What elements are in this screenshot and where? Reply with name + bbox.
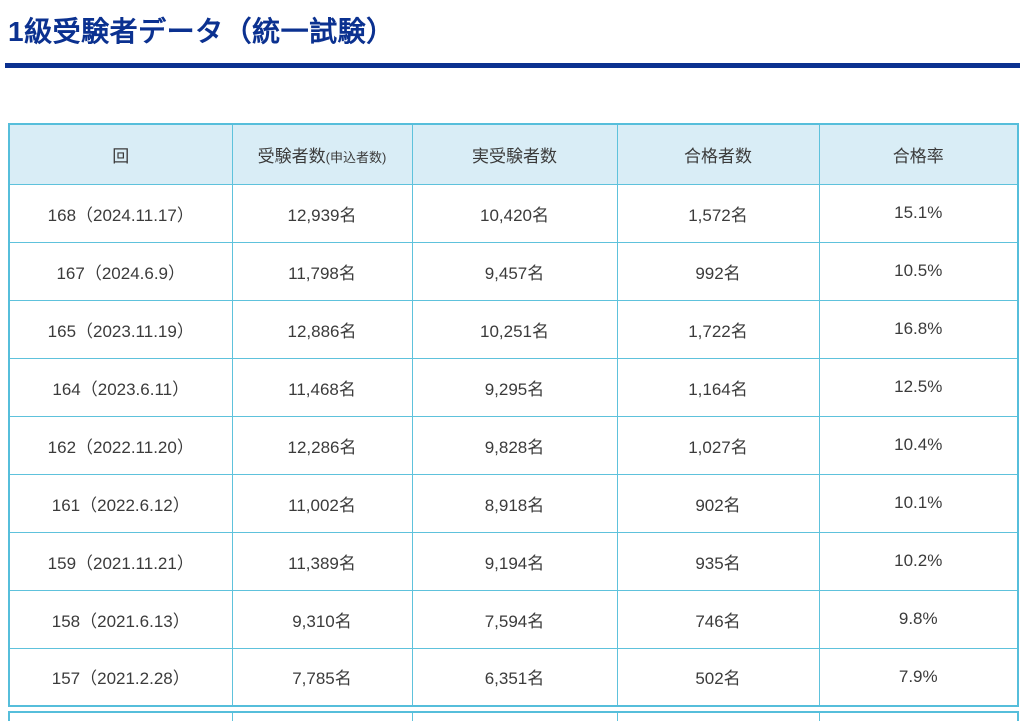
clipped-cell [818,711,1019,721]
table-cell: 16.8% [818,299,1019,359]
column-header: 合格率 [818,123,1019,185]
column-header-label: 受験者数 [257,146,326,166]
table-cell: 9.8% [818,589,1019,649]
table-cell: 12.5% [818,357,1019,417]
table-cell: 902名 [616,473,820,533]
table-cell: 158（2021.6.13） [8,589,233,649]
table-cell: 9,457名 [411,241,618,301]
column-header-sublabel: (申込者数) [325,149,387,165]
clipped-cell [8,711,233,721]
table-cell: 11,798名 [231,241,413,301]
column-header: 受験者数(申込者数) [231,123,413,185]
table-row: 168（2024.11.17） 12,939名 10,420名 1,572名 15.1% [8,183,1019,243]
table-cell: 15.1% [818,183,1019,243]
table-cell: 11,468名 [231,357,413,417]
column-header: 合格者数 [616,123,820,185]
page-title: 1級受験者データ（統一試験） [8,16,395,47]
table-row: 158（2021.6.13） 9,310名 7,594名 746名 9.8% [8,589,1019,649]
table-cell: 12,886名 [231,299,413,359]
column-header-label: 合格者数 [684,146,752,166]
table-cell: 168（2024.11.17） [8,183,233,243]
table-cell: 1,164名 [616,357,820,417]
table-cell: 1,027名 [616,415,820,475]
table-cell: 992名 [616,241,820,301]
table-row: 165（2023.11.19） 12,886名 10,251名 1,722名 16.8% [8,299,1019,359]
clipped-cell [231,711,413,721]
table-cell: 935名 [616,531,820,591]
table-cell: 502名 [616,647,820,707]
table-cell: 7.9% [818,647,1019,707]
clipped-cell [411,711,618,721]
title-underline [5,63,1020,68]
table-row: 157（2021.2.28） 7,785名 6,351名 502名 7.9% [8,647,1019,707]
table-cell: 161（2022.6.12） [8,473,233,533]
table-header: 回 受験者数(申込者数) 実受験者数 合格者数 合格率 [8,123,1019,185]
table-cell: 10,251名 [411,299,618,359]
clipped-cell [616,711,820,721]
table-row: 164（2023.6.11） 11,468名 9,295名 1,164名 12.5% [8,357,1019,417]
table-cell: 167（2024.6.9） [8,241,233,301]
table-cell: 6,351名 [411,647,618,707]
table-cell: 162（2022.11.20） [8,415,233,475]
table-cell: 10.1% [818,473,1019,533]
table-cell: 12,939名 [231,183,413,243]
clipped-row [8,711,1019,721]
table-cell: 10.5% [818,241,1019,301]
examinee-stats-table: 回受験者数(申込者数) 実受験者数 合格者数 合格率 168（2024.11.17） 1… [8,123,1019,707]
table-cell: 8,918名 [411,473,618,533]
table-cell: 11,002名 [231,473,413,533]
column-header-label: 合格率 [892,146,944,166]
table-row: 161（2022.6.12） 11,002名 8,918名 902名 10.1% [8,473,1019,533]
table-cell: 9,310名 [231,589,413,649]
table-cell: 1,722名 [616,299,820,359]
next-table-sliver [8,711,1019,721]
table-cell: 10.4% [818,415,1019,475]
column-header-label: 回 [112,146,130,166]
table-cell: 164（2023.6.11） [8,357,233,417]
table-cell: 12,286名 [231,415,413,475]
table-cell: 7,594名 [411,589,618,649]
table-cell: 7,785名 [231,647,413,707]
table-cell: 11,389名 [231,531,413,591]
table-cell: 157（2021.2.28） [8,647,233,707]
table-cell: 159（2021.11.21） [8,531,233,591]
column-header-label: 実受験者数 [472,146,557,166]
table-cell: 746名 [616,589,820,649]
table-cell: 10.2% [818,531,1019,591]
table-cell: 9,295名 [411,357,618,417]
table-cell: 10,420名 [411,183,618,243]
table-cell: 165（2023.11.19） [8,299,233,359]
table-body: 168（2024.11.17） 12,939名 10,420名 1,572名 15.1%… [8,183,1019,707]
table-cell: 9,828名 [411,415,618,475]
table-cell: 1,572名 [616,183,820,243]
table-row: 162（2022.11.20） 12,286名 9,828名 1,027名 10.4% [8,415,1019,475]
table-row: 159（2021.11.21） 11,389名 9,194名 935名 10.2% [8,531,1019,591]
column-header: 実受験者数 [411,123,618,185]
table-cell: 9,194名 [411,531,618,591]
header-row: 回 受験者数(申込者数) 実受験者数 合格者数 合格率 [8,123,1019,185]
table-row: 167（2024.6.9） 11,798名 9,457名 992名 10.5% [8,241,1019,301]
column-header: 回 [8,123,233,185]
